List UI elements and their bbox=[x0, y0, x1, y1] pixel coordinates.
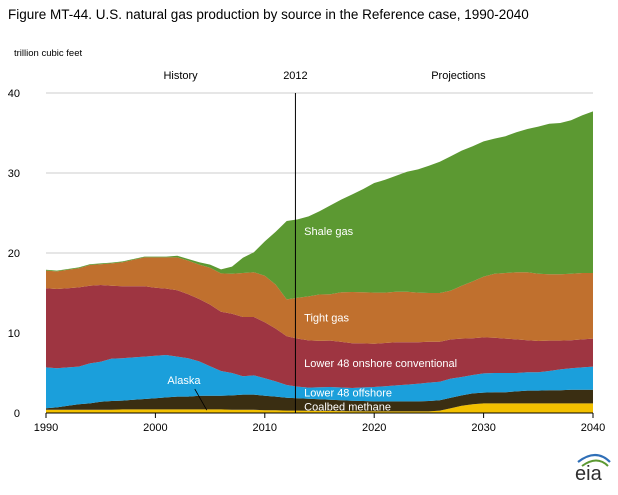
series-label-shale-gas: Shale gas bbox=[304, 226, 353, 238]
series-label-coalbed-methane: Coalbed methane bbox=[304, 401, 391, 413]
y-tick-label-20: 20 bbox=[8, 248, 20, 260]
area-lower-48-onshore-conventional bbox=[46, 285, 593, 388]
x-tick-label-2000: 2000 bbox=[143, 422, 167, 434]
series-label-alaska: Alaska bbox=[167, 375, 201, 387]
series-label-tight-gas: Tight gas bbox=[304, 312, 349, 324]
eia-logo-arc-blue bbox=[577, 453, 611, 463]
eia-logo: eia bbox=[575, 453, 611, 485]
y-tick-label-0: 0 bbox=[14, 408, 20, 420]
area-lower-48-offshore bbox=[46, 355, 593, 409]
x-tick-label-2020: 2020 bbox=[362, 422, 386, 434]
projections-label: Projections bbox=[431, 70, 486, 82]
stacked-areas bbox=[46, 111, 593, 413]
y-axis-unit-label: trillion cubic feet bbox=[14, 48, 82, 59]
series-label-lower-48-offshore: Lower 48 offshore bbox=[304, 388, 392, 400]
y-tick-label-40: 40 bbox=[8, 88, 20, 100]
alaska-leader-line bbox=[194, 388, 208, 411]
history-label: History bbox=[163, 70, 198, 82]
x-tick-label-2040: 2040 bbox=[581, 422, 605, 434]
area-coalbed-methane bbox=[46, 389, 593, 412]
area-alaska bbox=[46, 403, 593, 413]
chart-title: Figure MT-44. U.S. natural gas productio… bbox=[8, 7, 529, 22]
area-tight-gas bbox=[46, 257, 593, 344]
area-shale-gas bbox=[46, 111, 593, 300]
eia-logo-arc-green bbox=[581, 459, 609, 467]
y-tick-label-10: 10 bbox=[8, 328, 20, 340]
x-tick-label-2010: 2010 bbox=[253, 422, 277, 434]
axes: 1990 2000 2010 2020 2030 20400102030402012His… bbox=[8, 70, 605, 434]
eia-logo-text: eia bbox=[575, 463, 603, 485]
x-tick-label-1990: 1990 bbox=[34, 422, 58, 434]
divider-year-label: 2012 bbox=[283, 70, 307, 82]
y-tick-label-30: 30 bbox=[8, 168, 20, 180]
x-tick-label-2030: 2030 bbox=[471, 422, 495, 434]
series-label-lower-48-onshore-conventional: Lower 48 onshore conventional bbox=[304, 358, 457, 370]
